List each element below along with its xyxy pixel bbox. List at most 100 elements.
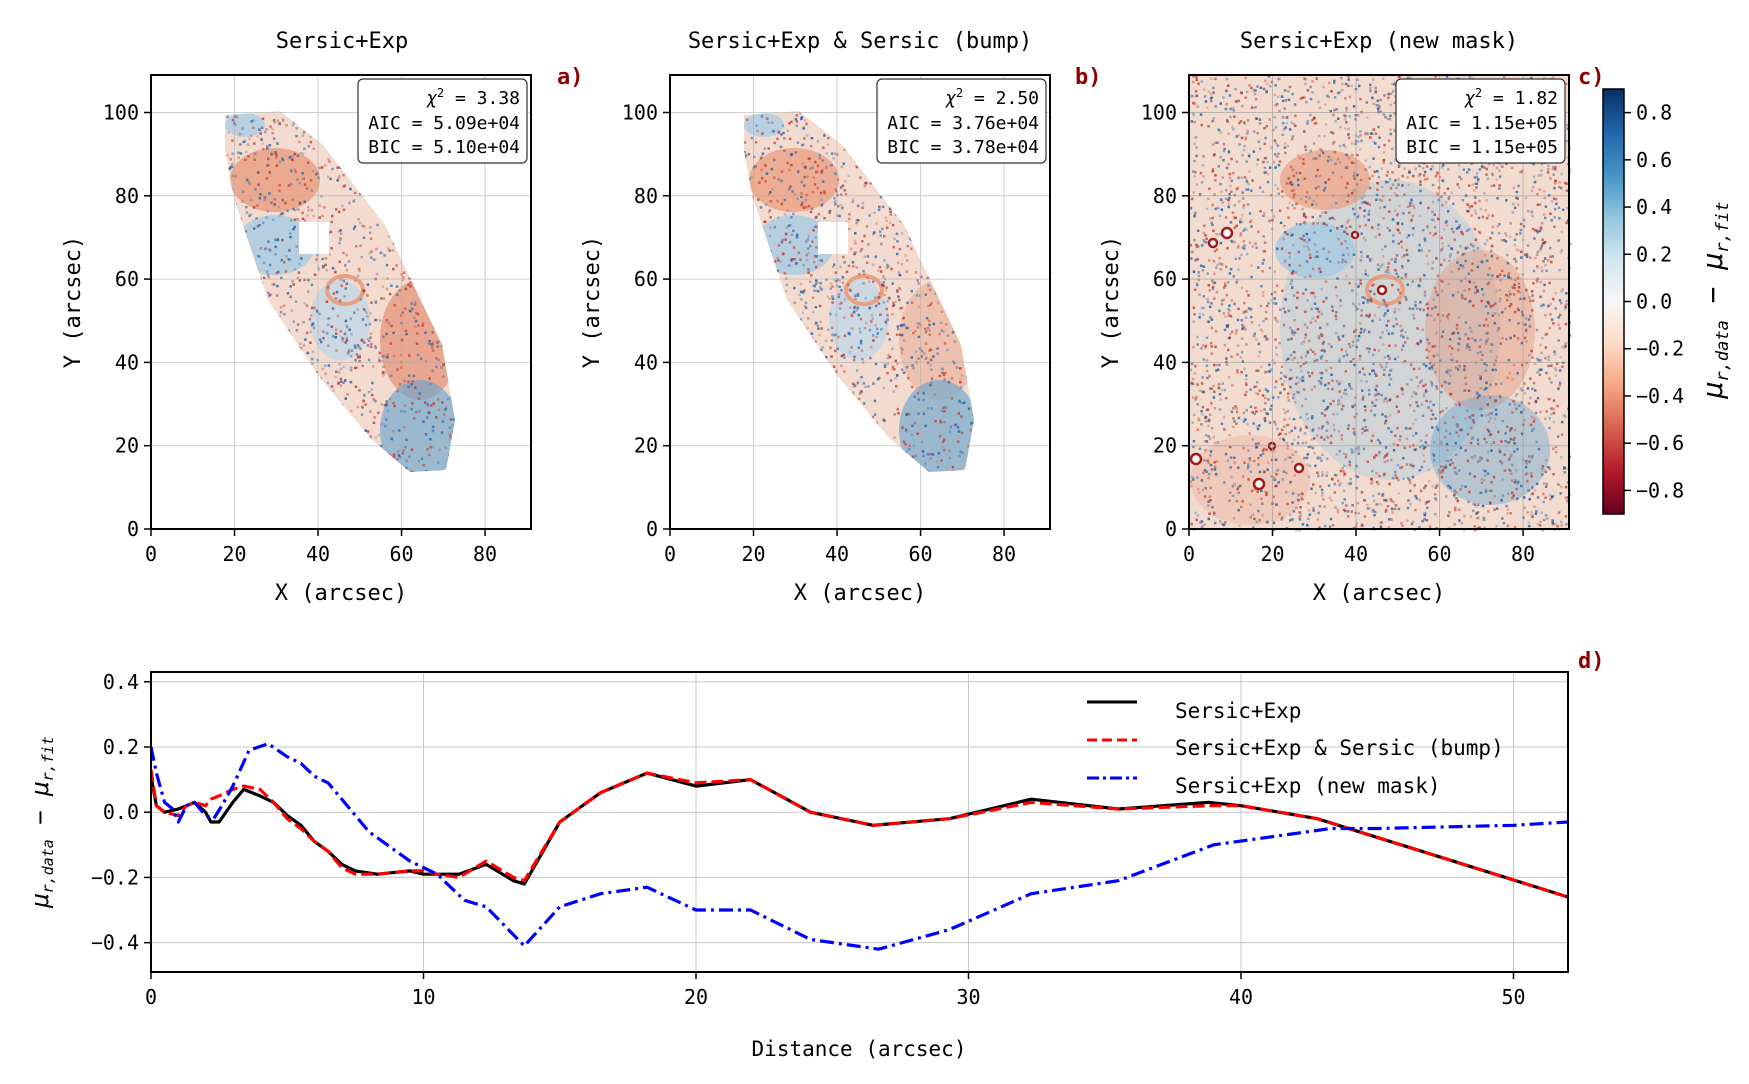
panel-b-ytick-label: 20 [634,434,658,458]
colorbar-tick-label: −0.2 [1636,337,1684,361]
panel-d-legend: Sersic+Exp Sersic+Exp & Sersic (bump) Se… [1087,699,1504,798]
panel-c-ytick-label: 60 [1153,267,1177,291]
panel-d-xtick-label: 30 [956,985,980,1009]
panel-a-xtick-label: 60 [390,542,414,566]
panel-b-ytick-label: 80 [634,184,658,208]
panel-b-label: b) [1075,65,1102,90]
panel-b-ytick-label: 100 [622,100,658,124]
panel-a-xtick-label: 20 [222,542,246,566]
colorbar-gradient [1602,88,1625,515]
panel-a-ytick-label: 60 [115,267,139,291]
panel-c-xtick-label: 0 [1183,542,1195,566]
colorbar-tick-label: −0.8 [1636,478,1684,502]
colorbar-tick-label: 0.6 [1636,148,1672,172]
series-line-bump [151,769,1568,899]
panel-b-frame [669,74,1051,530]
panel-d-ytick-label: 0.4 [103,670,139,694]
panel-c-ytick-label: 100 [1141,100,1177,124]
panel-d-ytick-label: −0.4 [91,931,139,955]
panel-a-stats-box: χ2 = 3.38 AIC = 5.09e+04 BIC = 5.10e+04 [357,78,528,164]
panel-a-stat-bic: BIC = 5.10e+04 [368,137,520,158]
panel-a: Sersic+Exp 0 20 40 60 80 0 20 40 60 80 100 X (arcs… [61,29,584,606]
panel-c-masked-sources [1189,226,1388,491]
panel-c-ytick-label: 0 [1165,517,1177,541]
panel-a-stat-chi2: χ2 = 3.38 [426,86,520,109]
colorbar: 0.8 0.6 0.4 0.2 0.0 −0.2 −0.4 −0.6 −0.8 μr,data … [1602,88,1733,515]
panel-c-xlabel: X (arcsec) [1313,581,1445,606]
panel-d-ytick-label: −0.2 [91,865,139,889]
panel-b: Sersic+Exp & Sersic (bump) 0 20 40 60 80 0 20 4… [580,29,1102,606]
panel-c-xtick-label: 80 [1511,542,1535,566]
panel-a-frame [150,74,532,530]
panel-b-xtick-label: 40 [825,542,849,566]
panel-b-stat-aic: AIC = 3.76e+04 [887,113,1039,134]
panel-a-title: Sersic+Exp [276,29,408,54]
panel-c-ytick-label: 20 [1153,434,1177,458]
panel-c-label: c) [1578,65,1605,90]
panel-a-xtick-label: 0 [145,542,157,566]
panel-c-title: Sersic+Exp (new mask) [1240,29,1518,54]
panel-b-stat-bic: BIC = 3.78e+04 [887,137,1039,158]
panel-a-ytick-label: 80 [115,184,139,208]
panel-c-ytick-label: 40 [1153,350,1177,374]
panel-d-frame [150,671,1569,973]
panel-d-xtick-label: 20 [684,985,708,1009]
panel-a-stat-aic: AIC = 5.09e+04 [368,113,520,134]
panel-d-xtick-label: 10 [411,985,435,1009]
panel-c-xtick-label: 20 [1260,542,1284,566]
panel-b-xtick-label: 20 [741,542,765,566]
panel-a-ytick-label: 40 [115,350,139,374]
colorbar-tick-label: 0.4 [1636,195,1672,219]
panel-a-xlabel: X (arcsec) [275,581,407,606]
panel-d-xtick-label: 0 [145,985,157,1009]
colorbar-label: μr,data − μr,fit [1696,202,1733,400]
panel-d-xlabel: Distance (arcsec) [752,1037,967,1061]
legend-label-sersic-exp: Sersic+Exp [1175,699,1301,723]
panel-b-stat-chi2: χ2 = 2.50 [945,86,1039,109]
panel-b-xtick-label: 60 [909,542,933,566]
panel-a-xtick-label: 40 [306,542,330,566]
panel-c-heatmap [1189,75,1572,532]
panel-a-label: a) [557,65,584,90]
panel-d-label: d) [1578,649,1605,674]
panel-b-title: Sersic+Exp & Sersic (bump) [688,29,1032,54]
panel-a-xtick-label: 80 [473,542,497,566]
panel-d-xtick-label: 50 [1501,985,1525,1009]
panel-c-stat-aic: AIC = 1.15e+05 [1406,113,1558,134]
panel-d-ytick-label: 0.2 [103,735,139,759]
panel-c-xtick-label: 40 [1344,542,1368,566]
colorbar-tick-label: 0.8 [1636,101,1672,125]
panel-b-stats-box: χ2 = 2.50 AIC = 3.76e+04 BIC = 3.78e+04 [876,78,1047,164]
panel-a-ytick-label: 0 [127,517,139,541]
panel-c: Sersic+Exp (new mask) 0 20 40 [1099,29,1605,606]
panel-a-ytick-label: 20 [115,434,139,458]
panel-b-ytick-label: 40 [634,350,658,374]
panel-b-ylabel: Y (arcsec) [580,236,605,368]
panel-c-frame [1188,74,1570,530]
colorbar-tick-label: 0.0 [1636,290,1672,314]
panel-c-ytick-label: 80 [1153,184,1177,208]
panel-c-stat-bic: BIC = 1.15e+05 [1406,137,1558,158]
panel-d-xtick-label: 40 [1229,985,1253,1009]
panel-d-ylabel: μr,data − μr,fit [26,736,57,909]
colorbar-tick-label: −0.4 [1636,384,1684,408]
panel-c-ylabel: Y (arcsec) [1099,236,1124,368]
legend-label-new-mask: Sersic+Exp (new mask) [1175,774,1441,798]
panel-d-ytick-label: 0.0 [103,800,139,824]
panel-a-ylabel: Y (arcsec) [61,236,86,368]
panel-c-xtick-label: 60 [1428,542,1452,566]
legend-label-bump: Sersic+Exp & Sersic (bump) [1175,736,1504,760]
panel-b-xlabel: X (arcsec) [794,581,926,606]
panel-b-xtick-label: 0 [664,542,676,566]
panel-d: 0 10 20 30 40 50 0.4 0.2 0.0 −0.2 −0.4 Distance (a… [26,649,1605,1061]
colorbar-tick-label: −0.6 [1636,431,1684,455]
panel-c-stat-chi2: χ2 = 1.82 [1464,86,1558,109]
panel-b-ytick-label: 60 [634,267,658,291]
colorbar-tick-label: 0.2 [1636,242,1672,266]
panel-a-ytick-label: 100 [103,100,139,124]
panel-b-xtick-label: 80 [992,542,1016,566]
panel-b-ytick-label: 0 [646,517,658,541]
series-line-new-mask [151,742,1568,951]
panel-c-stats-box: χ2 = 1.82 AIC = 1.15e+05 BIC = 1.15e+05 [1395,78,1566,164]
